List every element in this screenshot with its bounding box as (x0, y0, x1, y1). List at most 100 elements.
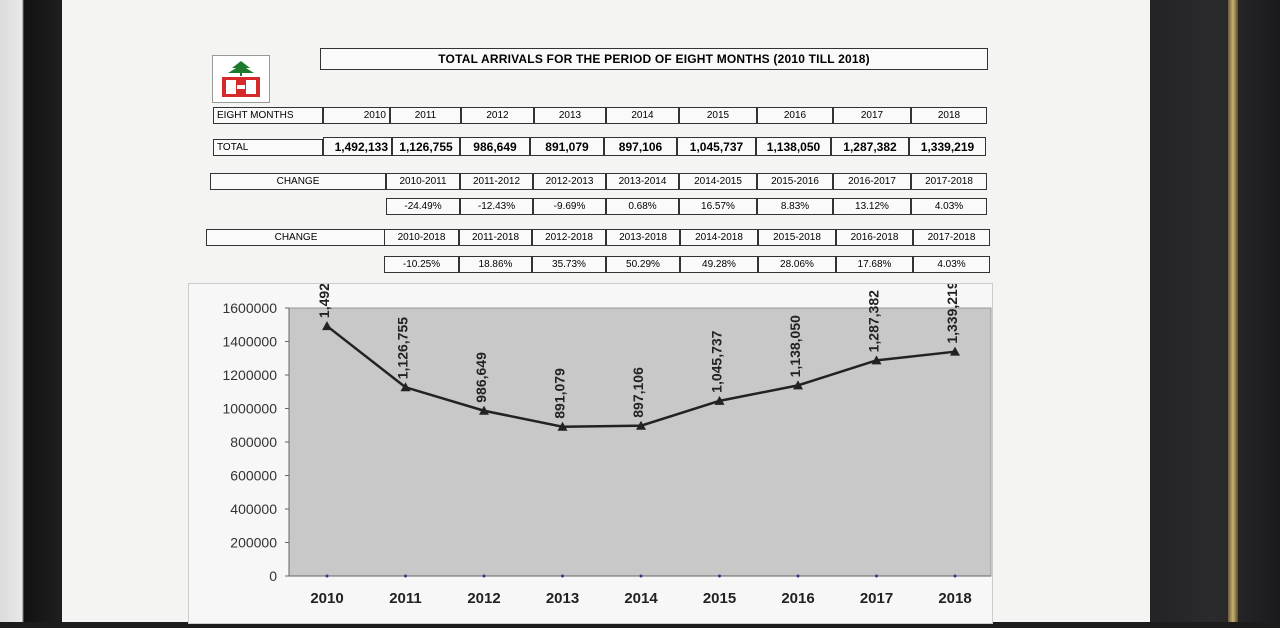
change-value-2012-2013: -9.69% (533, 198, 606, 215)
total-label: TOTAL (213, 139, 323, 156)
x-tick-dot (482, 574, 486, 578)
data-label: 897,106 (630, 367, 646, 418)
x-tick-label: 2013 (546, 590, 579, 607)
x-tick-dot (404, 574, 407, 578)
year-header-2016: 2016 (757, 107, 833, 124)
y-tick-label: 1400000 (222, 334, 277, 350)
total-value-2014: 897,106 (604, 137, 677, 156)
data-point-marker (871, 355, 882, 365)
arrivals-line-chart: 0 200000 400000 600000 800000 1000000 1200000 1… (222, 256, 992, 607)
chart-area: 0 200000 400000 600000 800000 1000000 1200000 1… (188, 256, 993, 624)
total-value-2010: 1,492,133 (323, 137, 392, 156)
data-label: 1,126,755 (395, 317, 411, 379)
change2-value-2016-2018: 17.68% (836, 256, 913, 273)
change-value-2016-2017: 13.12% (833, 198, 911, 215)
x-tick-label: 2018 (938, 590, 971, 607)
change2-value-2012-2018: 35.73% (532, 256, 606, 273)
year-header-2010: 2010 (323, 107, 390, 124)
data-point-marker (479, 405, 489, 415)
data-point-marker (636, 420, 646, 430)
change2-value-2017-2018: 4.03% (913, 256, 990, 273)
report-title: TOTAL ARRIVALS FOR THE PERIOD OF EIGHT M… (320, 48, 988, 70)
y-tick-label: 1000000 (222, 401, 277, 417)
x-tick-dot (875, 574, 878, 578)
data-label: 1,138,050 (787, 315, 803, 377)
change-value-2013-2014: 0.68% (606, 198, 679, 215)
x-tick-dot (953, 574, 957, 578)
change2-value-2013-2018: 50.29% (606, 256, 680, 273)
data-label: 1,339,219 (944, 284, 960, 344)
change-value-2010-2011: -24.49% (386, 198, 460, 215)
binder-rail (1228, 0, 1238, 622)
year-header-2014: 2014 (606, 107, 679, 124)
y-tick-label: 0 (269, 568, 277, 584)
change-period-2010-2011: 2010-2011 (386, 173, 460, 190)
change2-period-2014-2018: 2014-2018 (680, 229, 758, 246)
total-value-2012: 986,649 (460, 137, 530, 156)
y-tick-label: 1600000 (222, 300, 277, 316)
x-tick-dot (718, 574, 721, 578)
x-tick-dot (639, 574, 643, 578)
x-tick-label: 2010 (310, 590, 343, 607)
x-tick-label: 2016 (781, 590, 814, 607)
data-point-marker (793, 380, 803, 390)
data-label: 986,649 (473, 352, 489, 403)
change2-period-2012-2018: 2012-2018 (532, 229, 606, 246)
total-value-2017: 1,287,382 (831, 137, 909, 156)
change-value-2014-2015: 16.57% (679, 198, 757, 215)
change2-value-2011-2018: 18.86% (459, 256, 532, 273)
change2-period-2017-2018: 2017-2018 (913, 229, 990, 246)
data-label: 1,045,737 (709, 330, 725, 392)
data-point-marker (557, 421, 568, 431)
x-tick-label: 2017 (860, 590, 893, 607)
change-period-2013-2014: 2013-2014 (606, 173, 679, 190)
year-header-2015: 2015 (679, 107, 757, 124)
total-value-2018: 1,339,219 (909, 137, 986, 156)
change-period-2016-2017: 2016-2017 (833, 173, 911, 190)
total-value-2011: 1,126,755 (392, 137, 460, 156)
change-period-2017-2018: 2017-2018 (911, 173, 987, 190)
x-tick-label: 2012 (467, 590, 500, 607)
x-tick-dot (796, 574, 800, 578)
data-point-marker (322, 321, 332, 331)
change-label-yearly: CHANGE (210, 173, 386, 190)
x-tick-label: 2014 (624, 590, 658, 607)
y-tick-label: 1200000 (222, 367, 277, 383)
year-header-2012: 2012 (461, 107, 534, 124)
total-value-2015: 1,045,737 (677, 137, 756, 156)
plot-area (288, 307, 992, 577)
x-tick-label: 2015 (703, 590, 736, 607)
year-header-2013: 2013 (534, 107, 606, 124)
change2-value-2010-2018: -10.25% (384, 256, 459, 273)
change2-value-2014-2018: 49.28% (680, 256, 758, 273)
change2-period-2015-2018: 2015-2018 (758, 229, 836, 246)
change-value-2015-2016: 8.83% (757, 198, 833, 215)
data-point-marker (950, 346, 960, 356)
change-label-to-2018: CHANGE (206, 229, 386, 246)
total-value-2013: 891,079 (530, 137, 604, 156)
x-tick-dot (325, 574, 329, 578)
x-tick-dot (561, 574, 564, 578)
data-point-marker (714, 395, 725, 405)
y-tick-label: 400000 (230, 501, 277, 517)
change2-period-2010-2018: 2010-2018 (384, 229, 459, 246)
y-tick-label: 800000 (230, 434, 277, 450)
y-tick-label: 600000 (230, 468, 277, 484)
change-period-2015-2016: 2015-2016 (757, 173, 833, 190)
year-header-2018: 2018 (911, 107, 987, 124)
change2-period-2016-2018: 2016-2018 (836, 229, 913, 246)
data-label: 1,287,382 (866, 290, 882, 352)
total-value-2016: 1,138,050 (756, 137, 831, 156)
change-value-2017-2018: 4.03% (911, 198, 987, 215)
change2-value-2015-2018: 28.06% (758, 256, 836, 273)
row-header-eight-months: EIGHT MONTHS (213, 107, 323, 124)
change-value-2011-2012: -12.43% (460, 198, 533, 215)
year-header-2017: 2017 (833, 107, 911, 124)
x-tick-label: 2011 (389, 590, 422, 607)
change2-period-2011-2018: 2011-2018 (459, 229, 532, 246)
ministry-logo (212, 55, 270, 103)
change-period-2011-2012: 2011-2012 (460, 173, 533, 190)
data-point-marker (400, 382, 411, 392)
year-header-2011: 2011 (390, 107, 461, 124)
left-binder-edge (0, 0, 60, 622)
